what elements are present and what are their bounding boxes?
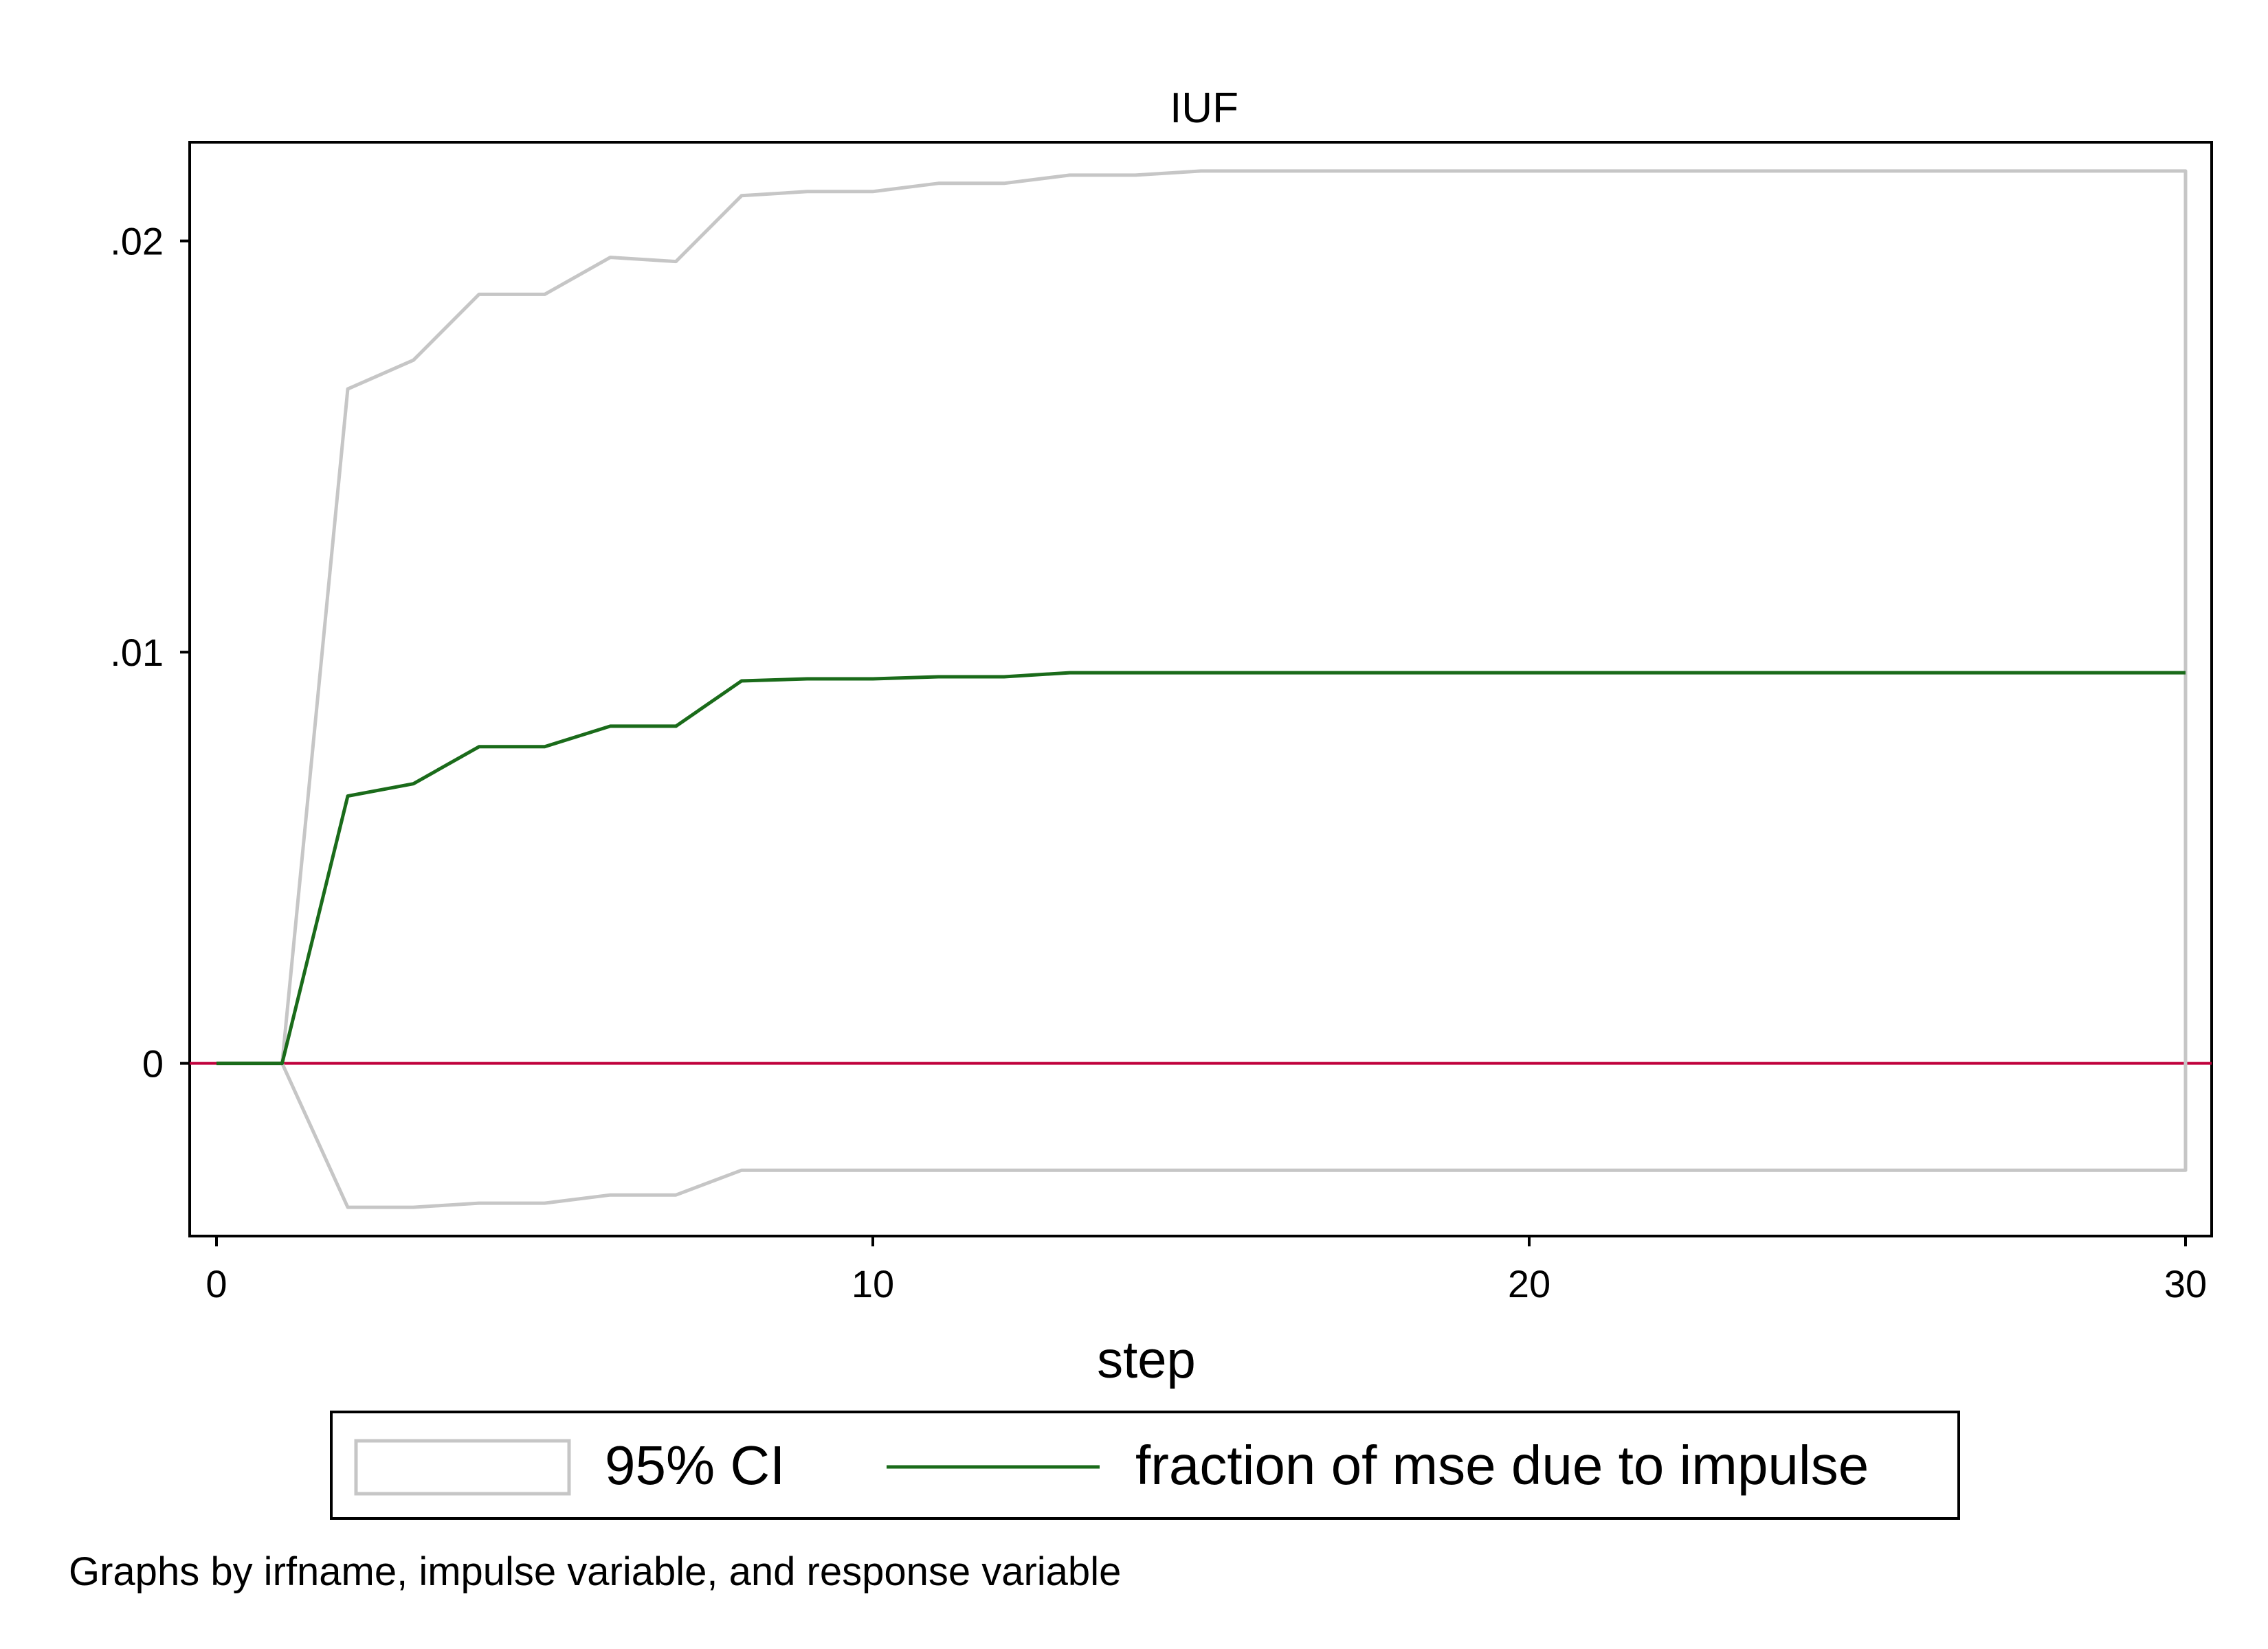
series-point: [871, 677, 875, 681]
series-point: [1593, 671, 1597, 675]
series-point: [477, 745, 481, 749]
graphs-by-note: Graphs by irfname, impulse variable, and…: [69, 1549, 1121, 1594]
x-tick-label: 0: [205, 1262, 227, 1305]
series-point: [1002, 675, 1006, 679]
series-point: [1199, 671, 1203, 675]
series-point: [412, 782, 416, 786]
legend-ci-swatch: [354, 1439, 571, 1496]
legend-series-label: fraction of mse due to impulse: [1135, 1435, 1869, 1496]
x-tick-label: 10: [852, 1262, 894, 1305]
legend-ci-label: 95% CI: [605, 1435, 785, 1496]
series-point: [1462, 671, 1466, 675]
x-axis-title: step: [1097, 1331, 1196, 1389]
series-point: [1396, 671, 1400, 675]
series-point: [2052, 671, 2056, 675]
legend-box: [330, 1411, 1960, 1520]
y-tick-label: .01: [110, 631, 164, 674]
series-point: [2183, 671, 2188, 675]
series-point: [1724, 671, 1728, 675]
series-point: [1790, 671, 1794, 675]
ci-band-outline: [216, 169, 2188, 1209]
series-points: [214, 671, 2188, 1066]
series-point: [674, 724, 678, 728]
series-point: [543, 745, 547, 749]
series-point: [740, 679, 744, 683]
y-tick-label: 0: [142, 1042, 164, 1086]
y-axis: 0 .01 .02: [110, 220, 190, 1086]
series-point: [937, 675, 941, 679]
series-point: [1987, 671, 1991, 675]
panel-title: IUF: [1170, 85, 1238, 132]
series-point: [1527, 671, 1531, 675]
y-tick-label: .02: [110, 220, 164, 263]
x-tick-label: 20: [1508, 1262, 1550, 1305]
series-point: [1133, 671, 1137, 675]
series-point: [346, 794, 350, 798]
series-point: [1856, 671, 1860, 675]
series-point: [608, 724, 612, 728]
series-line-fraction-of-mse: [216, 671, 2186, 1066]
x-axis: 0 10 20 30: [205, 1236, 2207, 1305]
series-point: [280, 1062, 285, 1066]
series-point: [805, 677, 810, 681]
series-point: [2118, 671, 2122, 675]
series-point: [214, 1062, 219, 1066]
plot-frame: [188, 141, 2213, 1237]
legend: 95% CI fraction of mse due to impulse: [330, 1411, 1960, 1520]
series-point: [1658, 671, 1663, 675]
series-point: [1921, 671, 1925, 675]
series-point: [1265, 671, 1269, 675]
series-point: [1068, 671, 1072, 675]
x-tick-label: 30: [2164, 1262, 2207, 1305]
series-point: [1331, 671, 1335, 675]
